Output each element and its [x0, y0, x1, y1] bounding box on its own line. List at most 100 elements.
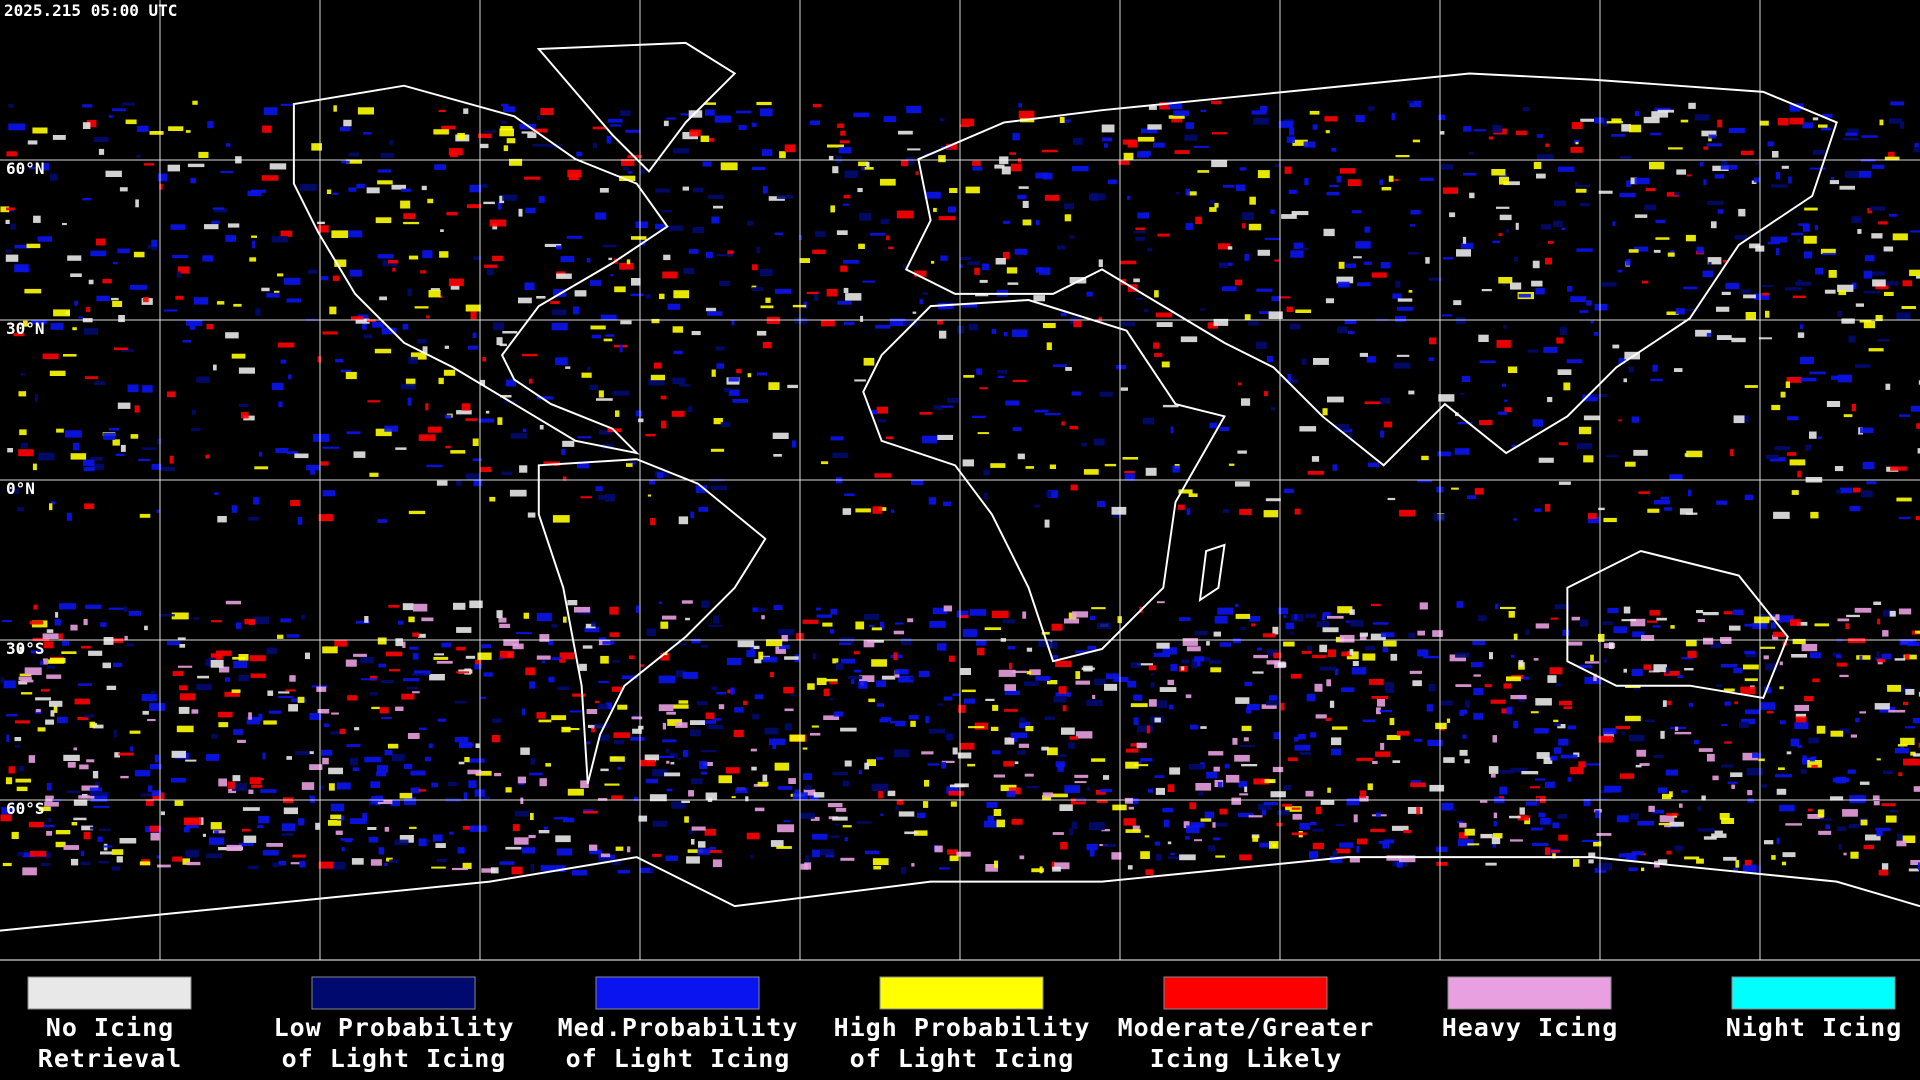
- icing-speckle: [26, 243, 41, 249]
- icing-speckle: [8, 123, 26, 131]
- icing-speckle: [193, 297, 209, 305]
- icing-speckle: [1653, 249, 1661, 253]
- icing-speckle: [1044, 519, 1050, 528]
- icing-speckle: [1584, 677, 1602, 684]
- icing-speckle: [404, 797, 416, 805]
- icing-speckle: [976, 647, 985, 656]
- icing-speckle: [412, 653, 419, 660]
- icing-speckle: [591, 727, 595, 733]
- icing-speckle: [1536, 154, 1554, 161]
- icing-speckle: [1915, 516, 1920, 521]
- icing-speckle: [80, 861, 91, 866]
- icing-speckle: [1575, 184, 1591, 188]
- icing-speckle: [483, 672, 493, 677]
- icing-speckle: [1774, 446, 1791, 451]
- icing-speckle: [1120, 260, 1137, 265]
- icing-speckle: [862, 280, 876, 283]
- icing-speckle: [675, 722, 688, 728]
- icing-speckle: [1409, 100, 1422, 108]
- icing-speckle: [121, 349, 134, 352]
- icing-speckle: [1841, 318, 1855, 324]
- icing-speckle: [1247, 703, 1260, 711]
- icing-speckle: [1306, 693, 1316, 702]
- icing-speckle: [590, 280, 602, 286]
- icing-speckle: [710, 448, 725, 452]
- icing-speckle: [85, 376, 99, 379]
- icing-speckle: [617, 869, 630, 874]
- icing-speckle: [1669, 791, 1673, 798]
- icing-speckle: [179, 685, 188, 691]
- icing-speckle: [580, 496, 592, 499]
- icing-speckle: [893, 652, 898, 660]
- icing-speckle: [492, 718, 502, 723]
- icing-speckle: [1629, 124, 1642, 133]
- icing-speckle: [1780, 391, 1786, 398]
- antarctica: [0, 856, 1920, 932]
- icing-speckle: [757, 372, 767, 376]
- icing-speckle: [1055, 660, 1072, 667]
- icing-speckle: [377, 254, 394, 259]
- icing-speckle: [166, 641, 181, 646]
- icing-speckle: [1759, 120, 1769, 126]
- icing-speckle: [608, 118, 623, 123]
- icing-speckle: [1069, 277, 1087, 284]
- icing-speckle: [1055, 761, 1065, 768]
- icing-speckle: [1730, 772, 1743, 777]
- icing-speckle: [1809, 371, 1826, 375]
- icing-speckle: [360, 678, 377, 681]
- icing-speckle: [1044, 413, 1061, 416]
- icing-speckle: [480, 696, 487, 699]
- icing-speckle: [1618, 853, 1627, 858]
- icing-speckle: [390, 800, 401, 807]
- icing-speckle: [584, 626, 600, 633]
- icing-speckle: [112, 439, 120, 446]
- icing-speckle: [1161, 361, 1170, 368]
- icing-speckle: [890, 721, 896, 724]
- icing-speckle: [1189, 802, 1197, 810]
- icing-speckle: [1384, 839, 1395, 844]
- icing-speckle: [79, 764, 89, 770]
- icing-speckle: [1570, 296, 1586, 303]
- icing-speckle: [1824, 289, 1836, 294]
- icing-speckle: [90, 826, 95, 830]
- icing-speckle: [1574, 181, 1579, 187]
- icing-speckle: [672, 326, 684, 333]
- icing-speckle: [272, 862, 278, 868]
- icing-speckle: [1339, 842, 1354, 848]
- icing-speckle: [143, 297, 149, 303]
- icing-speckle: [598, 858, 612, 863]
- icing-speckle: [1370, 633, 1386, 640]
- icing-speckle: [335, 359, 344, 363]
- icing-speckle: [725, 767, 740, 774]
- icing-speckle: [596, 398, 613, 401]
- icing-speckle: [536, 396, 554, 400]
- icing-speckle: [1303, 141, 1316, 148]
- latitude-label: 30°N: [6, 319, 45, 338]
- legend-label: Retrieval: [38, 1044, 182, 1073]
- icing-speckle: [478, 418, 495, 423]
- icing-speckle: [992, 704, 999, 711]
- icing-speckle: [1271, 296, 1280, 302]
- icing-speckle: [1164, 819, 1170, 828]
- icing-speckle: [1125, 748, 1139, 753]
- icing-speckle: [830, 436, 844, 441]
- icing-speckle: [873, 865, 881, 870]
- icing-speckle: [609, 756, 625, 762]
- icing-speckle: [71, 858, 79, 866]
- icing-speckle: [172, 671, 184, 676]
- icing-speckle: [474, 664, 482, 670]
- icing-speckle: [1867, 208, 1873, 214]
- icing-speckle: [737, 640, 755, 648]
- icing-speckle: [1096, 800, 1108, 803]
- icing-speckle: [1795, 716, 1807, 723]
- icing-speckle: [1357, 282, 1371, 287]
- icing-speckle: [1209, 207, 1217, 212]
- icing-speckle: [206, 853, 222, 859]
- icing-speckle: [1059, 804, 1073, 811]
- icing-speckle: [1341, 687, 1355, 692]
- icing-speckle: [1251, 623, 1256, 627]
- icing-speckle: [1676, 169, 1686, 175]
- icing-speckle: [1095, 789, 1106, 795]
- icing-speckle: [1292, 139, 1308, 146]
- icing-speckle: [1772, 634, 1779, 640]
